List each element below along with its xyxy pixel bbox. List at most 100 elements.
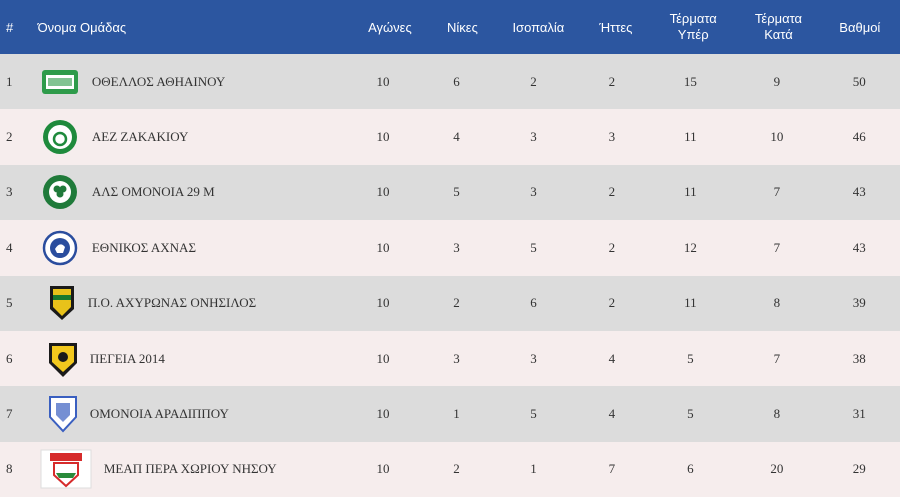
row-draws: 3 (530, 184, 537, 200)
row-goals-against: 10 (770, 129, 784, 145)
row-losses: 7 (608, 461, 616, 477)
row-losses: 2 (608, 239, 616, 255)
row-played: 10 (376, 350, 390, 366)
row-losses: 4 (608, 350, 616, 366)
achyronas-crest-icon (48, 283, 76, 323)
meap-crest-icon (40, 449, 92, 489)
team-name[interactable]: Π.Ο. ΑΧΥΡΩΝΑΣ ΟΝΗΣΙΛΟΣ (87, 295, 257, 311)
aez-crest-icon (40, 117, 80, 157)
table-row[interactable]: 4 ΕΘΝΙΚΟΣ ΑΧΝΑΣ 10 3 5 2 12 7 43 (0, 220, 900, 276)
row-points: 39 (852, 295, 866, 311)
header-goals-for-line1: Τέρματα (669, 11, 717, 26)
team-name[interactable]: ΕΘΝΙΚΟΣ ΑΧΝΑΣ (91, 239, 197, 255)
row-goals-for: 11 (684, 295, 697, 311)
row-team[interactable]: Π.Ο. ΑΧΥΡΩΝΑΣ ΟΝΗΣΙΛΟΣ (26, 283, 342, 323)
row-rank: 8 (6, 461, 13, 477)
team-name[interactable]: ΟΘΕΛΛΟΣ ΑΘΗΑΙΝΟΥ (91, 73, 226, 89)
row-goals-for: 5 (687, 350, 694, 366)
table-row[interactable]: 7 ΟΜΟΝΟΙΑ ΑΡΑΔΙΠΠΟΥ 10 1 5 4 5 8 31 (0, 386, 900, 442)
header-wins[interactable]: Νίκες (447, 19, 478, 35)
team-name[interactable]: ΠΕΓΕΙΑ 2014 (89, 350, 165, 366)
table-row[interactable]: 2 ΑΕΖ ΖΑΚΑΚΙΟΥ 10 4 3 3 11 10 46 (0, 109, 900, 165)
omonoia-aradippou-crest-icon (48, 394, 78, 434)
row-rank: 1 (6, 73, 13, 89)
header-rank: # (6, 19, 14, 35)
row-team[interactable]: ΠΕΓΕΙΑ 2014 (26, 339, 342, 379)
row-losses: 3 (608, 129, 616, 145)
table-row[interactable]: 8 ΜΕΑΠ ΠΕΡΑ ΧΩΡΙΟΥ ΝΗΣΟΥ 10 2 1 7 6 20 2… (0, 441, 900, 497)
row-points: 46 (852, 129, 866, 145)
header-played[interactable]: Αγώνες (368, 19, 412, 35)
table-row[interactable]: 5 Π.Ο. ΑΧΥΡΩΝΑΣ ΟΝΗΣΙΛΟΣ 10 2 6 2 11 8 3… (0, 275, 900, 331)
row-goals-against: 20 (770, 461, 784, 477)
row-wins: 6 (453, 73, 460, 89)
row-points: 29 (852, 461, 866, 477)
row-goals-against: 9 (773, 73, 781, 89)
row-rank: 6 (6, 350, 13, 366)
row-played: 10 (376, 184, 390, 200)
header-draws[interactable]: Ισοπαλία (512, 19, 565, 35)
row-draws: 3 (530, 350, 537, 366)
othellos-crest-icon (40, 62, 80, 102)
row-wins: 2 (453, 461, 460, 477)
row-wins: 4 (453, 129, 460, 145)
row-played: 10 (376, 406, 390, 422)
row-points: 31 (852, 406, 866, 422)
row-goals-for: 15 (683, 73, 697, 89)
row-team[interactable]: ΑΕΖ ΖΑΚΑΚΙΟΥ (26, 117, 342, 157)
row-losses: 2 (608, 184, 616, 200)
row-wins: 1 (453, 406, 460, 422)
team-name[interactable]: ΑΛΣ ΟΜΟΝΟΙΑ 29 Μ (91, 184, 215, 200)
ethnikos-achnas-crest-icon (40, 228, 80, 268)
omonoia-29m-crest-icon (40, 172, 80, 212)
row-points: 43 (852, 184, 866, 200)
row-losses: 4 (608, 406, 616, 422)
header-goals-against[interactable]: Τέρματα Κατά (737, 11, 819, 43)
row-rank: 4 (6, 239, 13, 255)
row-goals-for: 11 (684, 184, 697, 200)
pegeia-crest-icon (48, 339, 78, 379)
row-played: 10 (376, 295, 390, 311)
row-goals-against: 7 (773, 184, 781, 200)
row-wins: 3 (453, 239, 460, 255)
header-losses[interactable]: Ήττες (599, 19, 633, 35)
row-team[interactable]: ΟΘΕΛΛΟΣ ΑΘΗΑΙΝΟΥ (26, 62, 342, 102)
header-points[interactable]: Βαθμοί (839, 19, 881, 35)
row-team[interactable]: ΕΘΝΙΚΟΣ ΑΧΝΑΣ (26, 228, 342, 268)
header-goals-for-line2: Υπέρ (677, 27, 709, 42)
team-name[interactable]: ΟΜΟΝΟΙΑ ΑΡΑΔΙΠΠΟΥ (89, 406, 229, 422)
row-goals-for: 12 (683, 239, 697, 255)
table-row[interactable]: 6 ΠΕΓΕΙΑ 2014 10 3 3 4 5 7 38 (0, 330, 900, 387)
header-team[interactable]: Όνομα Ομάδας (37, 19, 127, 35)
row-losses: 2 (608, 295, 616, 311)
row-rank: 2 (6, 129, 13, 145)
table-row[interactable]: 1 ΟΘΕΛΛΟΣ ΑΘΗΑΙΝΟΥ 10 6 2 2 15 9 50 (0, 54, 900, 110)
row-played: 10 (376, 239, 390, 255)
row-wins: 2 (453, 295, 460, 311)
header-goals-for[interactable]: Τέρματα Υπέρ (649, 11, 737, 43)
row-points: 50 (852, 73, 866, 89)
row-draws: 3 (530, 129, 537, 145)
table-header: # Όνομα Ομάδας Αγώνες Νίκες Ισοπαλία Ήττ… (0, 0, 900, 54)
row-points: 43 (852, 239, 866, 255)
row-goals-against: 8 (773, 406, 781, 422)
row-rank: 5 (6, 295, 13, 311)
row-goals-against: 7 (773, 350, 781, 366)
row-wins: 3 (453, 350, 460, 366)
row-team[interactable]: ΑΛΣ ΟΜΟΝΟΙΑ 29 Μ (26, 172, 342, 212)
team-name[interactable]: ΜΕΑΠ ΠΕΡΑ ΧΩΡΙΟΥ ΝΗΣΟΥ (103, 461, 277, 477)
row-points: 38 (852, 350, 866, 366)
team-name[interactable]: ΑΕΖ ΖΑΚΑΚΙΟΥ (91, 129, 189, 145)
row-draws: 2 (530, 73, 537, 89)
header-goals-against-line2: Κατά (764, 27, 793, 42)
row-rank: 7 (6, 406, 13, 422)
row-goals-against: 8 (773, 295, 781, 311)
row-losses: 2 (608, 73, 616, 89)
row-team[interactable]: ΟΜΟΝΟΙΑ ΑΡΑΔΙΠΠΟΥ (26, 394, 342, 434)
table-row[interactable]: 3 ΑΛΣ ΟΜΟΝΟΙΑ 29 Μ 10 5 3 2 11 7 43 (0, 164, 900, 221)
row-draws: 5 (530, 239, 537, 255)
row-draws: 1 (530, 461, 537, 477)
row-team[interactable]: ΜΕΑΠ ΠΕΡΑ ΧΩΡΙΟΥ ΝΗΣΟΥ (26, 449, 342, 489)
header-goals-against-line1: Τέρματα (754, 11, 803, 26)
